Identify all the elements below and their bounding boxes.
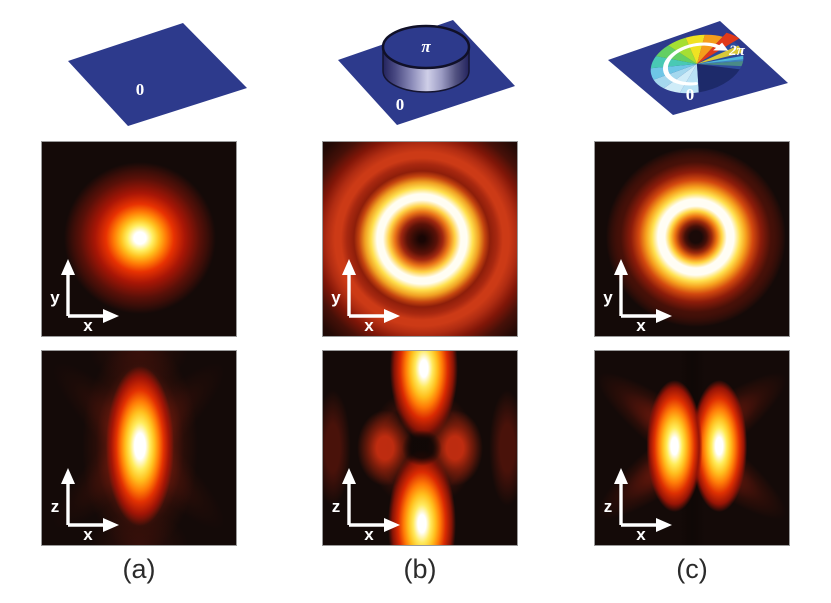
y-arrowhead-icon xyxy=(61,259,75,275)
xy-intensity-panel-c: y x xyxy=(594,141,790,337)
phase-plate xyxy=(68,23,247,126)
pi-disc-top xyxy=(381,24,471,70)
y-arrowhead-icon xyxy=(614,259,628,275)
arrowhead-icon xyxy=(713,42,729,51)
x-arrowhead-icon xyxy=(656,309,672,323)
y-axis-label: y xyxy=(50,288,60,307)
figure-caption-c: (c) xyxy=(676,554,708,584)
y-axis-label: y xyxy=(603,288,613,307)
z-axis-label: z xyxy=(332,497,341,516)
axis-arrows: z x xyxy=(51,468,119,541)
axis-arrows: y x xyxy=(50,259,119,332)
xz-intensity-panel-b: z x xyxy=(322,350,518,546)
phase-zero-label: 0 xyxy=(136,80,145,99)
vortex-ramp-disc xyxy=(650,32,744,94)
y-axis-label: y xyxy=(331,288,341,307)
xy-intensity-panel-a: y x xyxy=(41,141,237,337)
donut-ring-heatmap xyxy=(595,142,789,336)
figure-caption-a: (a) xyxy=(122,554,156,584)
x-arrowhead-icon xyxy=(384,309,400,323)
phase-mask-flat: 0 xyxy=(68,23,247,126)
z-arrowhead-icon xyxy=(614,468,628,484)
phase-zero-label: 0 xyxy=(686,85,695,104)
z-arrowhead-icon xyxy=(342,468,356,484)
axis-arrows: z x xyxy=(604,468,672,541)
gaussian-spot-heatmap xyxy=(42,142,236,336)
x-axis-label: x xyxy=(364,525,374,541)
z-axis-label: z xyxy=(604,497,613,516)
x-axis-label: x xyxy=(364,316,374,332)
phase-pi-label: π xyxy=(421,37,431,56)
x-axis-label: x xyxy=(83,316,93,332)
phase-mask-vortex: 2π 0 xyxy=(608,21,788,115)
x-arrowhead-icon xyxy=(384,518,400,532)
xz-intensity-panel-c: z x xyxy=(594,350,790,546)
xz-intensity-panel-a: z x xyxy=(41,350,237,546)
bottle-beam-heatmap xyxy=(323,351,517,545)
x-arrowhead-icon xyxy=(103,309,119,323)
phase-mask-pi-disc: π 0 xyxy=(338,20,515,125)
phase-zero-label: 0 xyxy=(396,95,405,114)
y-arrowhead-icon xyxy=(342,259,356,275)
x-axis-label: x xyxy=(83,525,93,541)
xy-intensity-panel-b: y x xyxy=(322,141,518,337)
z-arrowhead-icon xyxy=(61,468,75,484)
double-lobe-heatmap xyxy=(595,351,789,545)
axis-arrows: z x xyxy=(332,468,400,541)
x-arrowhead-icon xyxy=(103,518,119,532)
x-arrowhead-icon xyxy=(656,518,672,532)
axial-focus-heatmap xyxy=(42,351,236,545)
concentric-rings-heatmap xyxy=(323,142,517,336)
phase-2pi-label: 2π xyxy=(728,43,746,59)
x-axis-label: x xyxy=(636,525,646,541)
axis-arrows: y x xyxy=(331,259,400,332)
z-axis-label: z xyxy=(51,497,60,516)
axis-arrows: y x xyxy=(603,259,672,332)
phase-direction-arrow xyxy=(663,42,721,86)
x-axis-label: x xyxy=(636,316,646,332)
figure-caption-b: (b) xyxy=(403,554,437,584)
